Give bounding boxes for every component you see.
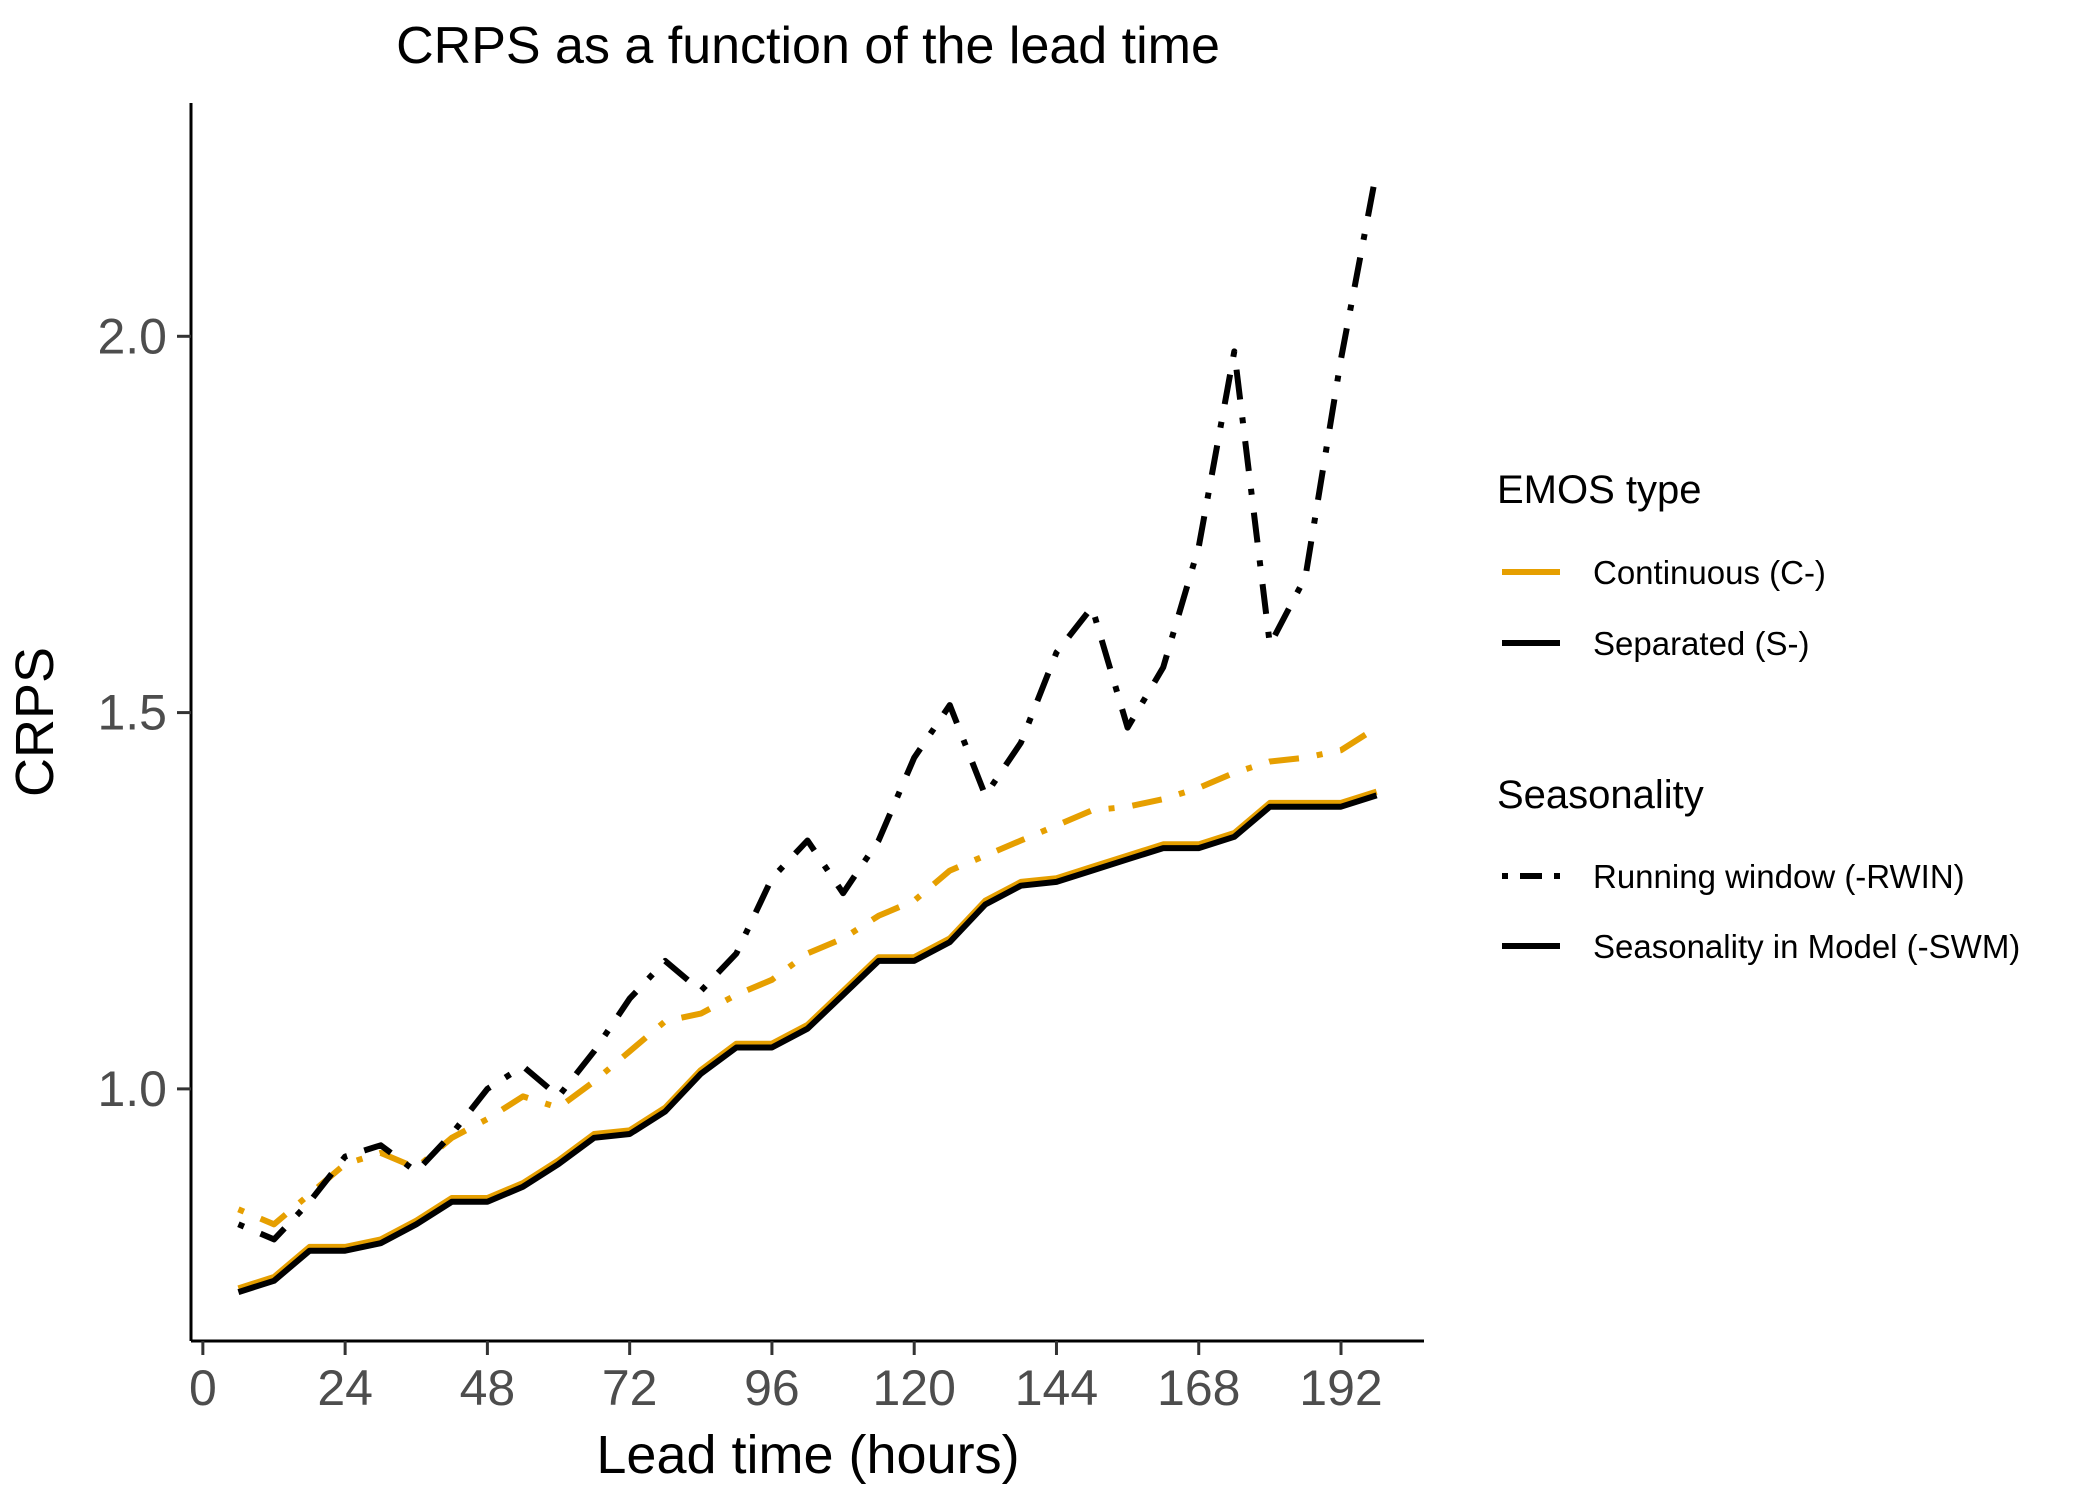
x-axis-title: Lead time (hours) — [596, 1425, 1019, 1485]
series-line-s-rwin — [237, 170, 1380, 1243]
x-tick-label-48: 48 — [460, 1360, 516, 1416]
y-tick-label-1: 1.5 — [97, 685, 167, 741]
y-tick-label-0: 1.0 — [97, 1061, 167, 1117]
x-tick-label-144: 144 — [1015, 1360, 1098, 1416]
legend-title-seasonality: Seasonality — [1497, 773, 1704, 817]
x-tick-label-192: 192 — [1299, 1360, 1382, 1416]
series-line-c-swm — [237, 788, 1378, 1292]
x-tick-label-24: 24 — [317, 1360, 373, 1416]
y-tick-label-2: 2.0 — [97, 308, 167, 364]
x-ticks: 0 24 48 72 96 120 144 168 192 — [189, 1341, 1383, 1416]
y-axis-title: CRPS — [5, 647, 65, 797]
legend-label-seasonality-in-model: Seasonality in Model (-SWM) — [1593, 928, 2020, 965]
axes: 0 24 48 72 96 120 144 168 192 1.0 1.5 2.0 — [97, 103, 1424, 1416]
x-tick-label-120: 120 — [872, 1360, 955, 1416]
legend-label-separated: Separated (S-) — [1593, 625, 1809, 662]
legend-label-continuous: Continuous (C-) — [1593, 554, 1826, 591]
x-tick-label-168: 168 — [1157, 1360, 1240, 1416]
chart-title: CRPS as a function of the lead time — [396, 17, 1220, 75]
legend-title-emos: EMOS type — [1497, 468, 1702, 512]
series-line-s-swm — [237, 792, 1378, 1295]
x-tick-label-96: 96 — [744, 1360, 800, 1416]
legend: EMOS type Continuous (C-) Separated (S-)… — [1497, 468, 2020, 965]
x-tick-label-72: 72 — [602, 1360, 658, 1416]
legend-label-running-window: Running window (-RWIN) — [1593, 858, 1965, 895]
plot-series — [237, 170, 1380, 1295]
y-ticks: 1.0 1.5 2.0 — [97, 308, 191, 1117]
x-tick-label-0: 0 — [189, 1360, 217, 1416]
series-line-c-rwin — [237, 725, 1379, 1228]
